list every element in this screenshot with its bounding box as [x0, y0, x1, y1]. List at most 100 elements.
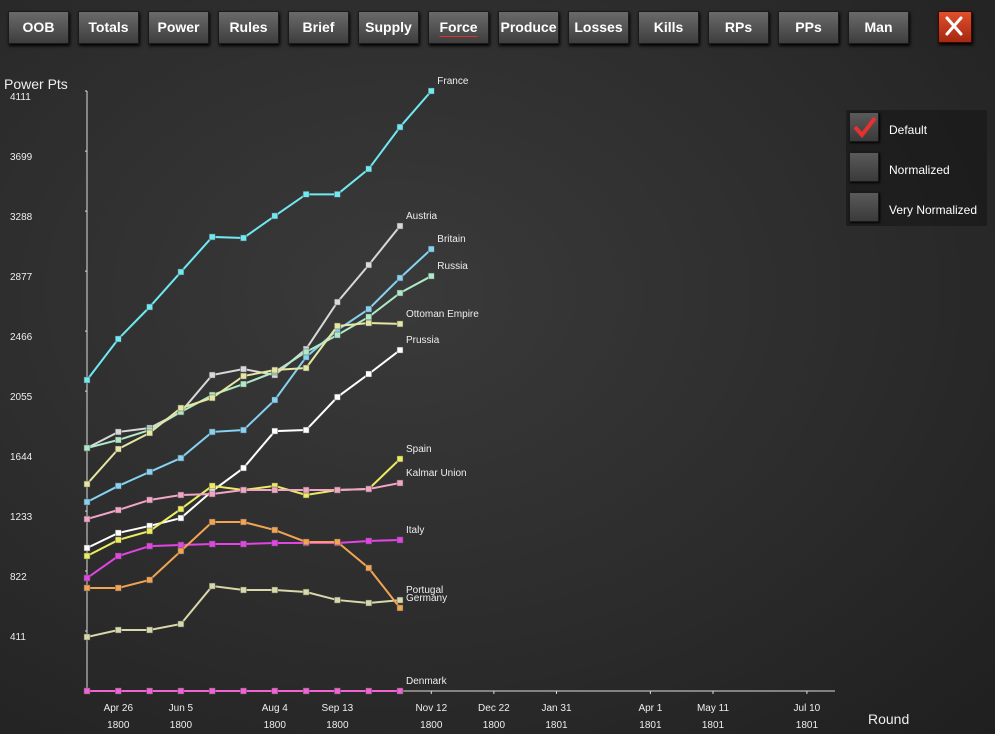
series-label: Denmark	[406, 676, 448, 687]
button-label: OOB	[22, 19, 55, 35]
data-point	[83, 544, 91, 552]
data-point	[146, 303, 153, 311]
button-label: Supply	[365, 19, 412, 35]
data-point	[177, 541, 185, 549]
y-tick-label: 822	[10, 572, 27, 583]
data-point	[334, 393, 341, 401]
data-point	[177, 404, 185, 412]
toolbar-button[interactable]: Supply	[358, 11, 419, 44]
data-point	[396, 455, 404, 463]
option-label[interactable]: Default	[889, 123, 928, 137]
toolbar-button[interactable]: Totals	[78, 11, 139, 44]
data-point	[177, 514, 185, 522]
x-tick-label: May 11 1801	[696, 703, 730, 731]
y-axis-label: Power Pts	[4, 76, 68, 92]
y-tick-label: 2877	[10, 272, 33, 283]
data-point	[271, 396, 279, 404]
data-point	[365, 485, 372, 493]
series-line	[86, 90, 433, 381]
data-point	[396, 320, 404, 328]
toolbar-button[interactable]: Produce	[498, 11, 559, 44]
data-point	[365, 261, 372, 269]
data-point	[177, 687, 185, 695]
series-label: France	[437, 76, 469, 87]
series-label: Britain	[437, 234, 465, 245]
option-label[interactable]: Very Normalized	[889, 203, 978, 217]
toolbar-button[interactable]: PPs	[778, 11, 839, 44]
data-point	[115, 436, 122, 444]
data-point	[208, 371, 216, 379]
data-point	[396, 222, 404, 230]
data-point	[208, 582, 216, 590]
checkbox[interactable]	[849, 112, 879, 142]
data-point	[271, 526, 279, 534]
data-point	[115, 626, 122, 634]
toolbar-button[interactable]: Brief	[288, 11, 349, 44]
button-label: Man	[864, 19, 893, 35]
data-point	[271, 687, 279, 695]
series-label: Italy	[406, 525, 424, 536]
x-tick-label: Jul 10 1801	[793, 703, 821, 731]
series-line	[86, 349, 401, 549]
toolbar-button[interactable]: RPs	[708, 11, 769, 44]
data-point	[396, 346, 404, 354]
data-point	[396, 604, 404, 612]
series-line	[86, 248, 432, 503]
close-icon	[945, 16, 963, 36]
toolbar-button[interactable]: Power	[148, 11, 209, 44]
data-point	[177, 620, 185, 628]
data-point	[271, 427, 279, 435]
button-label: Kills	[653, 19, 684, 35]
data-point	[208, 540, 216, 548]
series-label: Portugal	[406, 585, 443, 596]
toolbar-button[interactable]: Losses	[568, 11, 629, 44]
data-point	[240, 426, 247, 434]
data-point	[177, 505, 185, 513]
data-point	[115, 445, 122, 453]
toolbar-button[interactable]: Force	[428, 11, 489, 44]
checkbox[interactable]	[849, 192, 879, 222]
toolbar-button[interactable]: Rules	[218, 11, 279, 44]
data-point	[240, 380, 247, 388]
y-tick-label: 1644	[10, 452, 33, 463]
data-point	[365, 564, 372, 572]
y-tick-label: 2466	[10, 332, 33, 343]
data-point	[83, 376, 91, 384]
toolbar-button[interactable]: Kills	[638, 11, 699, 44]
data-point	[365, 370, 372, 378]
data-point	[240, 486, 247, 494]
data-point	[240, 464, 247, 472]
data-point	[240, 540, 247, 548]
x-axis-label: Round	[868, 711, 909, 727]
series-label: Ottoman Empire	[406, 309, 479, 320]
button-label: Brief	[302, 19, 335, 35]
data-point	[302, 538, 310, 546]
data-point	[115, 482, 122, 490]
checkbox[interactable]	[849, 152, 879, 182]
option-label[interactable]: Normalized	[889, 163, 950, 177]
data-point	[83, 574, 91, 582]
button-label: Power	[157, 19, 200, 35]
data-point	[428, 272, 435, 280]
data-point	[240, 586, 247, 594]
series-label: Kalmar Union	[406, 468, 467, 479]
data-point	[177, 268, 185, 276]
data-point	[302, 687, 310, 695]
data-point	[208, 482, 216, 490]
data-point	[271, 586, 279, 594]
x-tick-label: Apr 1 1801	[638, 703, 663, 731]
data-point	[115, 529, 122, 537]
data-point	[365, 305, 372, 313]
data-point	[334, 331, 341, 339]
toolbar-button[interactable]: OOB	[8, 11, 69, 44]
x-tick-label: Jan 31 1801	[541, 703, 572, 731]
series-label: Prussia	[406, 335, 440, 346]
data-point	[334, 486, 341, 494]
toolbar-button[interactable]: Man	[848, 11, 909, 44]
data-point	[208, 394, 216, 402]
data-point	[334, 298, 341, 306]
data-point	[396, 289, 404, 297]
close-button[interactable]	[938, 11, 972, 43]
data-point	[302, 364, 310, 372]
y-tick-label: 4111	[10, 92, 31, 103]
